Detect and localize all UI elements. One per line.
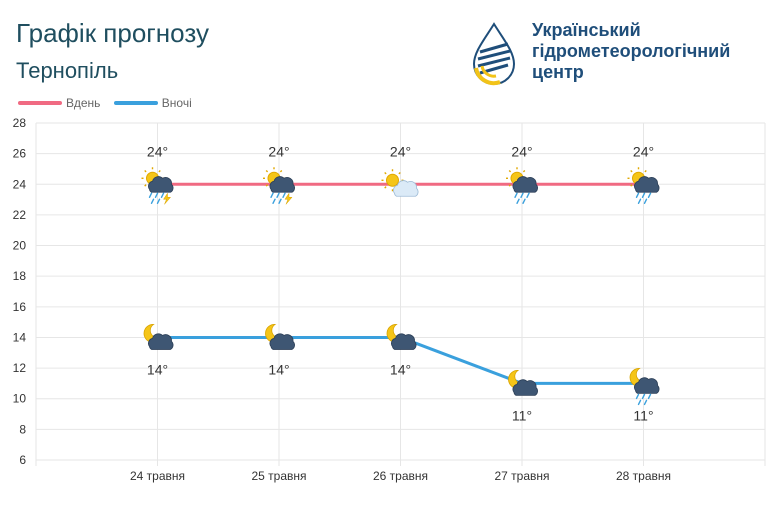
x-tick-label: 26 травня	[373, 469, 428, 483]
night-temp-label: 11°	[512, 407, 532, 423]
y-tick-label: 28	[13, 116, 27, 130]
legend-night-label: Вночі	[161, 96, 192, 110]
day-temp-label: 24°	[390, 143, 411, 159]
x-tick-label: 27 травня	[494, 469, 549, 483]
y-tick-label: 12	[13, 361, 27, 375]
y-tick-label: 20	[13, 239, 27, 253]
night-temp-label: 14°	[147, 361, 168, 377]
x-tick-label: 24 травня	[130, 469, 185, 483]
legend-night-swatch	[113, 101, 158, 105]
night-temp-label: 14°	[390, 361, 411, 377]
day-temp-label: 24°	[147, 143, 168, 159]
city-name: Тернопіль	[16, 58, 119, 83]
day-temp-label: 24°	[633, 143, 654, 159]
x-tick-label: 25 травня	[251, 469, 306, 483]
brand-line-3: центр	[532, 62, 584, 82]
legend-night[interactable]: Вночі	[113, 96, 192, 110]
x-tick-label: 28 травня	[616, 469, 671, 483]
moon-cloud-icon	[265, 324, 295, 350]
brand-line-1: Український	[532, 20, 641, 40]
moon-cloud-icon	[508, 369, 538, 396]
y-tick-label: 10	[13, 392, 27, 406]
y-tick-label: 22	[13, 208, 27, 222]
y-tick-label: 8	[19, 422, 26, 436]
y-tick-label: 6	[19, 453, 26, 467]
legend-day[interactable]: Вдень	[18, 96, 100, 110]
page-title: Графік прогнозу	[16, 18, 209, 48]
moon-cloud-icon	[386, 324, 417, 350]
legend-day-swatch	[18, 101, 62, 105]
day-temp-label: 24°	[511, 143, 532, 159]
legend-day-label: Вдень	[66, 96, 101, 110]
moon-cloud-icon	[143, 324, 174, 350]
y-tick-label: 26	[13, 147, 27, 161]
y-tick-label: 14	[13, 330, 27, 344]
chart-legend: Вдень Вночі	[18, 94, 202, 112]
y-tick-label: 16	[13, 300, 27, 314]
brand-block: Український гідрометеорологічний центр	[470, 20, 770, 90]
night-temp-label: 14°	[268, 361, 289, 377]
forecast-chart: 6 8 10 12 14 16 18 20 22 24 26 28 24 травня 25 травн…	[13, 116, 766, 483]
y-tick-label: 24	[13, 177, 27, 191]
drop-logo-icon	[472, 22, 516, 86]
night-temp-label: 11°	[633, 407, 653, 423]
sun-cloud-icon	[380, 168, 419, 197]
day-temp-label: 24°	[268, 143, 289, 159]
brand-line-2: гідрометеорологічний	[532, 41, 731, 61]
y-tick-label: 18	[13, 269, 27, 283]
